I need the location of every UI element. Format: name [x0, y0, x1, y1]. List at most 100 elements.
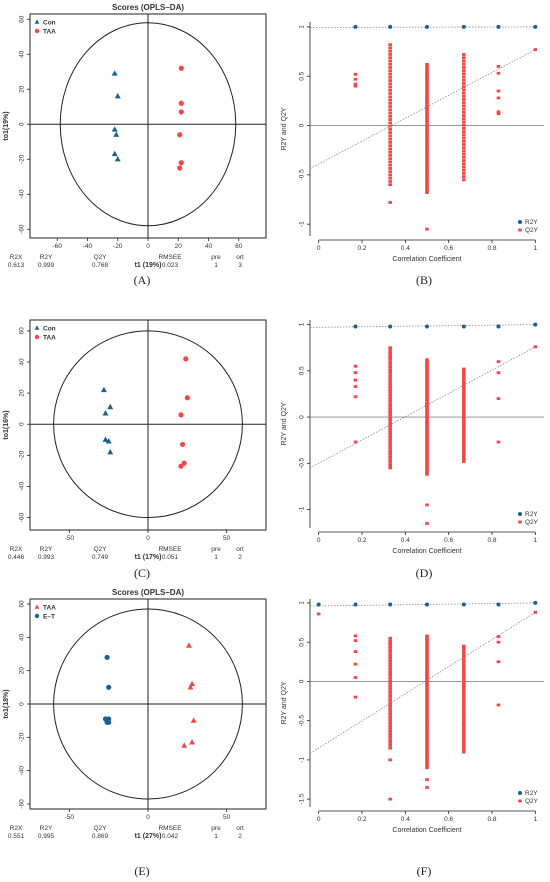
q2y-point: [462, 149, 466, 153]
q2y-point: [425, 669, 429, 672]
q2y-point: [388, 797, 392, 801]
q2y-point: [425, 159, 429, 163]
q2y-point: [425, 703, 429, 707]
q2y-point: [388, 639, 392, 643]
stats-header: RMSEE: [158, 546, 182, 553]
q2y-point: [533, 610, 538, 614]
q2y-point: [462, 669, 466, 672]
q2y-point: [425, 738, 429, 742]
x-tick-label: 0: [317, 245, 321, 252]
q2y-point: [462, 403, 466, 406]
q2y-point: [388, 167, 392, 170]
q2y-point: [462, 130, 466, 134]
x-tick-label: 0.4: [401, 245, 410, 252]
q2y-point: [462, 110, 466, 114]
q2y-point: [462, 82, 466, 85]
q2y-point: [462, 400, 466, 404]
r2y-point: [496, 602, 501, 607]
q2y-point: [425, 139, 429, 143]
q2y-point: [353, 84, 358, 88]
q2y-point: [425, 639, 429, 642]
q2y-point: [496, 440, 501, 444]
score-point-triangle: [105, 438, 112, 444]
q2y-point: [388, 88, 392, 92]
y-tick-label: 0: [19, 702, 26, 706]
q2y-point: [388, 368, 392, 372]
q2y-point: [388, 696, 392, 699]
q2y-point: [462, 171, 466, 175]
q2y-point: [388, 62, 392, 66]
chart-b-permutation-plot: -1 -0.5 0 0.5 1 0 0.2 0.4 0.6 0.8 1 R2Y and Q2Y Corr…: [281, 22, 544, 263]
q2y-point: [425, 444, 429, 448]
x-tick-label: -50: [65, 814, 75, 821]
q2y-point: [425, 364, 429, 368]
q2y-point: [425, 659, 429, 663]
q2y-point: [425, 655, 429, 659]
q2y-point: [462, 704, 466, 708]
q2y-point: [462, 431, 466, 435]
score-point-triangle: [185, 642, 192, 648]
q2y-point: [388, 418, 392, 422]
stats-value: 0.749: [92, 554, 109, 561]
q2y-point: [388, 653, 392, 657]
q2y-point: [425, 132, 429, 136]
q2y-point: [462, 407, 466, 411]
q2y-point: [462, 75, 466, 79]
q2y-point: [425, 388, 429, 392]
q2y-point: [388, 46, 392, 50]
y-tick-label: -1: [299, 506, 306, 512]
q2y-point: [388, 690, 392, 694]
q2y-point: [496, 640, 501, 644]
q2y-point: [425, 454, 429, 458]
q2y-point: [388, 379, 392, 383]
q2y-point: [425, 390, 429, 394]
score-point-circle: [184, 395, 190, 401]
y-tick-label: -1.5: [299, 793, 306, 805]
q2y-point: [425, 778, 429, 781]
q2y-point: [462, 745, 466, 749]
q2y-point: [425, 664, 429, 668]
q2y-point: [388, 405, 392, 408]
r2y-point: [388, 324, 393, 329]
y-axis-label: to1(16%): [3, 410, 10, 439]
q2y-point: [462, 69, 466, 73]
legend-marker-circle: [34, 28, 40, 34]
legend-label: Q2Y: [525, 798, 539, 805]
q2y-point: [388, 670, 392, 674]
q2y-point: [462, 723, 466, 727]
x-axis-label: t1 (17%): [135, 554, 162, 561]
q2y-point: [388, 137, 392, 141]
q2y-point: [462, 660, 466, 664]
q2y-point: [425, 648, 429, 652]
q2y-point: [462, 165, 466, 169]
q2y-point: [425, 634, 429, 638]
score-point-circle: [106, 684, 112, 690]
q2y-point: [388, 441, 392, 445]
q2y-point: [425, 360, 429, 364]
score-point-triangle: [189, 739, 196, 745]
q2y-point: [425, 179, 429, 183]
stats-value: 2: [238, 554, 242, 561]
x-tick-label: 0: [146, 243, 150, 250]
y-tick-label: 0.5: [299, 366, 306, 375]
q2y-point: [425, 680, 429, 684]
q2y-point: [388, 105, 392, 108]
q2y-point: [425, 416, 429, 420]
q2y-point: [462, 644, 466, 648]
score-point-circle: [178, 160, 184, 166]
q2y-point: [462, 127, 466, 130]
q2y-point: [425, 636, 429, 640]
q2y-point: [462, 393, 466, 397]
y-tick-label: -1: [299, 757, 306, 763]
q2y-point: [388, 743, 392, 747]
y-tick-label: -20: [19, 732, 26, 742]
q2y-point: [425, 685, 429, 689]
q2y-point: [425, 130, 429, 134]
q2y-point: [353, 378, 358, 382]
stats-header: ort: [236, 825, 244, 832]
q2y-point: [462, 133, 466, 137]
stats-value: 0.993: [38, 554, 55, 561]
q2y-point: [425, 448, 429, 452]
q2y-point: [388, 407, 392, 411]
q2y-point: [462, 429, 466, 433]
